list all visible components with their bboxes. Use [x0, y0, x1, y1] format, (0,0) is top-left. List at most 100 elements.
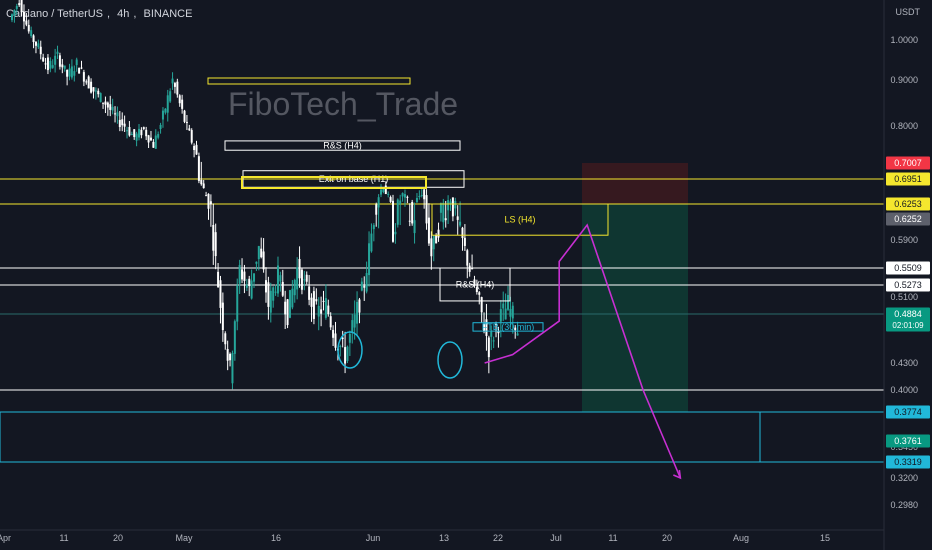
candle-body [475, 287, 478, 293]
candle-body [54, 55, 57, 65]
candle-body [377, 197, 380, 208]
x-tick-2: 20 [113, 533, 123, 543]
candle-body [514, 327, 517, 331]
candle-body [317, 305, 320, 317]
candle-body [111, 106, 114, 111]
candle-body [217, 271, 220, 288]
candle-body [253, 273, 256, 282]
candle-body [286, 299, 289, 326]
candle-body [437, 229, 440, 238]
candle-body [459, 221, 462, 226]
candle-body [492, 340, 495, 342]
candle-body [406, 196, 409, 198]
candle-body [495, 324, 498, 326]
candle-body [173, 83, 176, 87]
candle-body [435, 234, 438, 244]
candle-body [87, 76, 90, 89]
candle-body [348, 333, 351, 343]
candle-body [485, 319, 488, 336]
x-tick-0: Apr [0, 533, 11, 543]
interval[interactable]: 4h [117, 8, 130, 20]
candle-body [78, 67, 81, 74]
candle-body [403, 194, 406, 198]
candle-body [442, 202, 445, 223]
candle-body [463, 237, 466, 246]
candle-body [15, 6, 18, 9]
candle-body [315, 299, 318, 302]
candle-body [260, 248, 263, 258]
candle-body [178, 95, 181, 104]
price-tag-label-6: 0.4884 [894, 309, 922, 319]
candle-body [255, 261, 258, 264]
candle-body [181, 99, 184, 109]
candle-body [32, 35, 35, 43]
x-tick-10: 20 [662, 533, 672, 543]
candle-body [389, 197, 392, 202]
candle-body [154, 135, 157, 149]
candle-body [245, 284, 248, 288]
candle-body [413, 220, 416, 234]
y-tick-5: 0.4300 [890, 358, 918, 368]
candle-body [157, 134, 160, 138]
candle-body [499, 309, 502, 322]
candle-body [183, 110, 186, 122]
candle-body [27, 24, 30, 32]
candle-body [384, 185, 387, 195]
candle-body [480, 297, 483, 313]
candle-body [461, 227, 464, 238]
annotation-label-0: R&S (H4) [323, 141, 362, 151]
candle-body [195, 144, 198, 155]
candle-body [509, 308, 512, 317]
candle-body [121, 119, 124, 126]
candle-body [420, 194, 423, 196]
annotation-label-1: Exit on base (H1) [319, 174, 389, 184]
price-tag-7 [886, 405, 930, 419]
x-tick-9: 11 [608, 533, 617, 543]
price-tag-sub-6: 02:01:09 [892, 321, 924, 330]
candle-body [281, 281, 284, 296]
candle-body [63, 65, 66, 69]
candle-body [114, 113, 117, 115]
candle-body [102, 102, 105, 104]
price-tag-8 [886, 434, 930, 448]
candle-body [171, 78, 174, 84]
candle-body [382, 188, 385, 193]
candle-body [427, 217, 430, 244]
demand-zone [0, 411, 761, 463]
candle-body [250, 280, 253, 299]
candle-body [296, 267, 299, 290]
candle-body [334, 333, 337, 348]
candle-body [94, 90, 97, 92]
candle-body [451, 197, 454, 217]
candle-body [332, 329, 335, 338]
candle-body [118, 119, 121, 128]
candle-body [267, 282, 270, 307]
candle-body [219, 280, 222, 308]
candle-body [504, 308, 507, 320]
symbol-name[interactable]: Cardano / TetherUS [6, 8, 104, 20]
candle-body [106, 102, 109, 108]
candle-body [13, 9, 16, 16]
candle-body [298, 258, 301, 279]
candle-body [193, 145, 196, 151]
y-tick-8: 0.3200 [890, 473, 918, 483]
x-tick-8: Jul [550, 533, 562, 543]
candle-body [341, 337, 344, 339]
candle-body [425, 195, 428, 224]
annotation-box-2 [431, 203, 609, 236]
candle-body [243, 271, 246, 281]
candle-body [372, 225, 375, 230]
price-tag-4 [886, 261, 930, 275]
candle-body [99, 93, 102, 102]
price-tag-5 [886, 278, 930, 292]
candle-body [392, 200, 394, 242]
candle-body [411, 202, 414, 224]
candle-body [490, 331, 493, 337]
candle-body [468, 265, 471, 272]
candle-body [37, 43, 40, 48]
candle-body [370, 233, 373, 252]
candle-body [310, 297, 313, 307]
candle-body [164, 108, 167, 113]
candle-body [97, 90, 100, 95]
